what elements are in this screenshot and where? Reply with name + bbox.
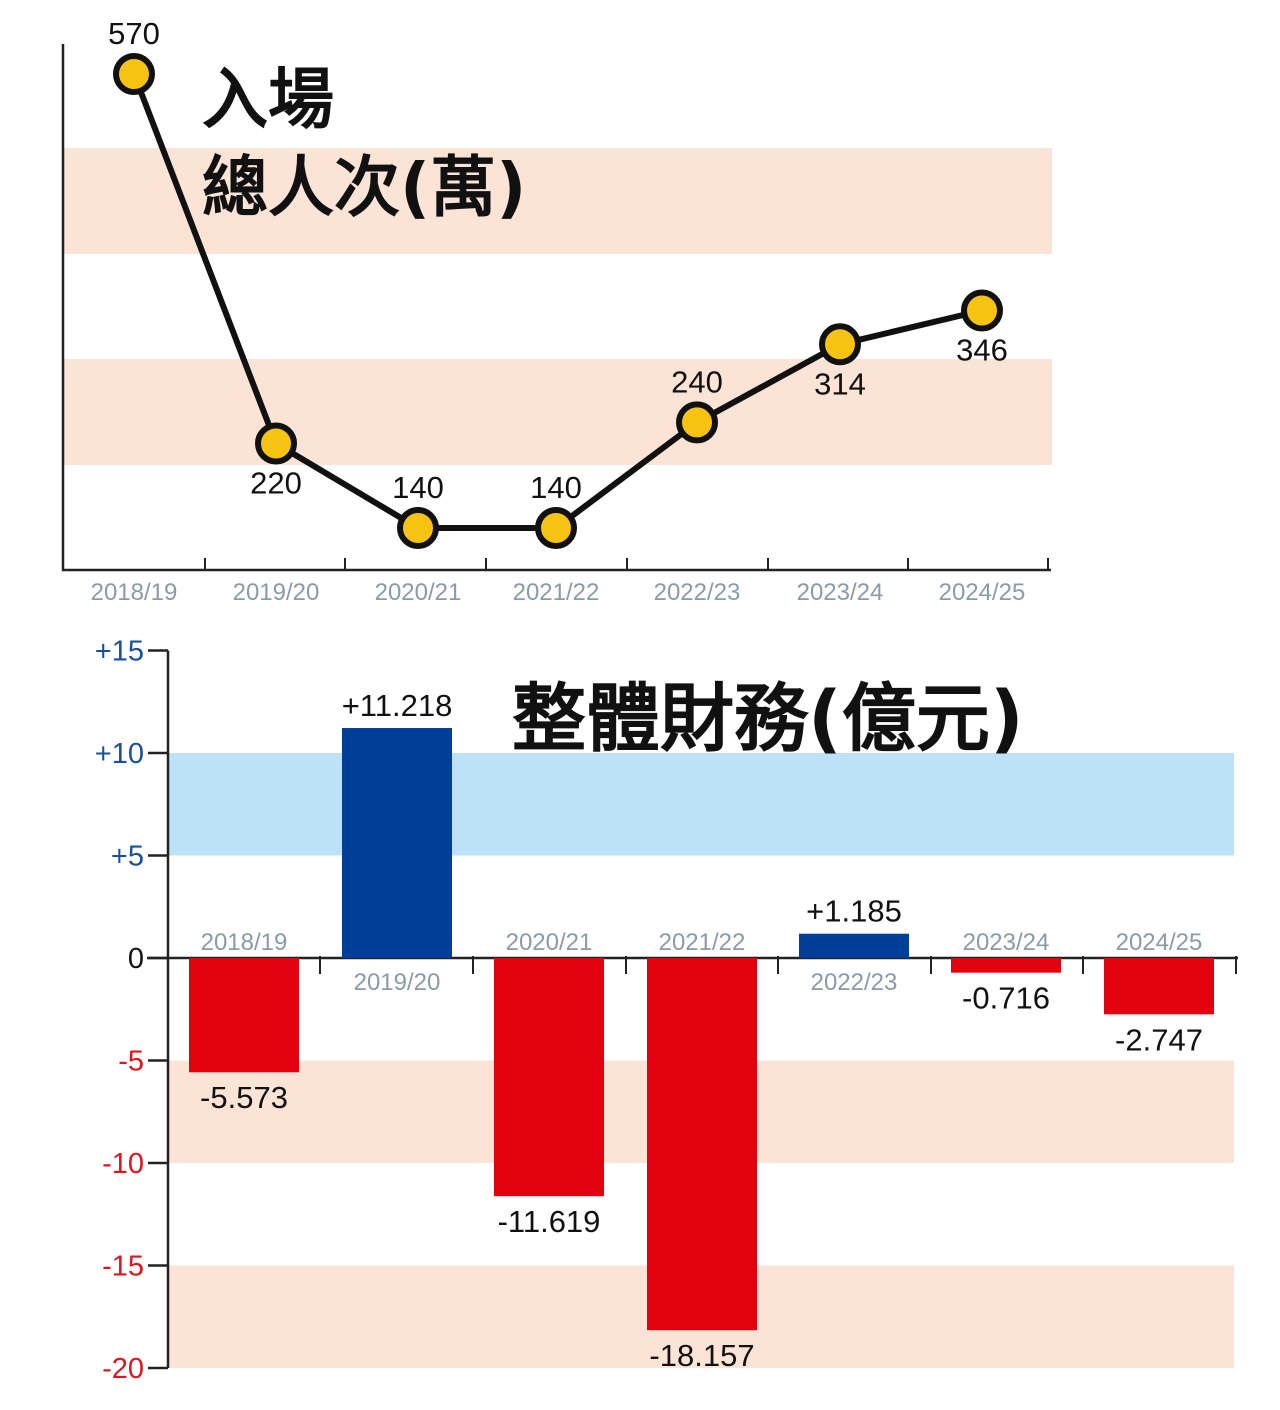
bar-x-category-label: 2024/25 [1116, 929, 1203, 956]
bar-y-tick-label: -15 [102, 1251, 144, 1283]
bar-y-tick-label: -5 [118, 1046, 144, 1078]
bar-y-tick-label: +5 [111, 841, 144, 873]
finance-value-label: -2.747 [1115, 1022, 1203, 1057]
bar-band-positive [168, 753, 1234, 856]
attendance-value-label: 570 [108, 16, 160, 51]
finance-bar [189, 958, 299, 1073]
line-x-tick-label: 2019/20 [233, 579, 320, 606]
finance-value-label: -11.619 [498, 1204, 601, 1239]
attendance-value-label: 140 [392, 470, 444, 505]
bar-x-category-label: 2023/24 [963, 929, 1050, 956]
bar-x-category-label: 2018/19 [201, 929, 288, 956]
attendance-value-label: 346 [956, 333, 1008, 368]
bar-y-tick-label: +15 [95, 636, 144, 668]
attendance-point [535, 507, 577, 549]
line-band-lower [64, 359, 1052, 465]
attendance-point [113, 53, 155, 95]
bar-x-category-label: 2020/21 [506, 929, 593, 956]
bar-y-tick-label: +10 [95, 738, 144, 770]
attendance-value-label: 140 [530, 470, 582, 505]
finance-value-label: -18.157 [649, 1338, 754, 1373]
finance-bar [494, 958, 604, 1197]
finance-value-label: -5.573 [200, 1080, 288, 1115]
attendance-value-label: 240 [671, 364, 723, 399]
finance-bar [647, 958, 757, 1331]
attendance-point [255, 422, 297, 465]
finance-bar [342, 728, 452, 958]
bar-x-category-label: 2019/20 [354, 969, 441, 996]
finance-value-label: -0.716 [962, 981, 1050, 1016]
line-x-tick-label: 2021/22 [513, 579, 600, 606]
line-x-tick-label: 2022/23 [654, 579, 741, 606]
finance-bar [951, 958, 1061, 973]
line-x-tick-label: 2023/24 [797, 579, 884, 606]
line-chart-title-line2: 總人次(萬) [202, 149, 526, 226]
finance-bar [799, 933, 909, 958]
attendance-point [961, 289, 1003, 332]
attendance-point [819, 323, 861, 366]
finance-bar-chart: +15 +10 +5 0 -5 -10 -15 -20 2018/19 2019/20 2020/2… [95, 636, 1238, 1385]
finance-bar [1104, 958, 1214, 1015]
finance-value-label: +11.218 [342, 688, 453, 723]
bar-x-category-label: 2022/23 [811, 969, 898, 996]
bar-y-tick-label: -20 [102, 1353, 144, 1385]
line-x-tick-label: 2024/25 [939, 579, 1026, 606]
bar-y-tick-label: 0 [128, 943, 144, 975]
bar-y-tick-label: -10 [102, 1148, 144, 1180]
line-x-tick-label: 2020/21 [375, 579, 462, 606]
attendance-value-label: 314 [814, 366, 866, 401]
attendance-point [397, 507, 439, 549]
attendance-point [676, 401, 718, 444]
bar-x-category-label: 2021/22 [659, 929, 746, 956]
attendance-line-chart: 2018/19 2019/20 2020/21 2021/22 2022/23 2023/… [61, 16, 1052, 606]
finance-value-label: +1.185 [806, 894, 902, 929]
attendance-value-label: 220 [250, 466, 302, 501]
line-chart-title-line1: 入場 [202, 61, 334, 138]
line-x-tick-label: 2018/19 [91, 579, 178, 606]
bar-chart-title: 整體財務(億元) [512, 676, 1024, 762]
line-band-upper [64, 148, 1052, 254]
